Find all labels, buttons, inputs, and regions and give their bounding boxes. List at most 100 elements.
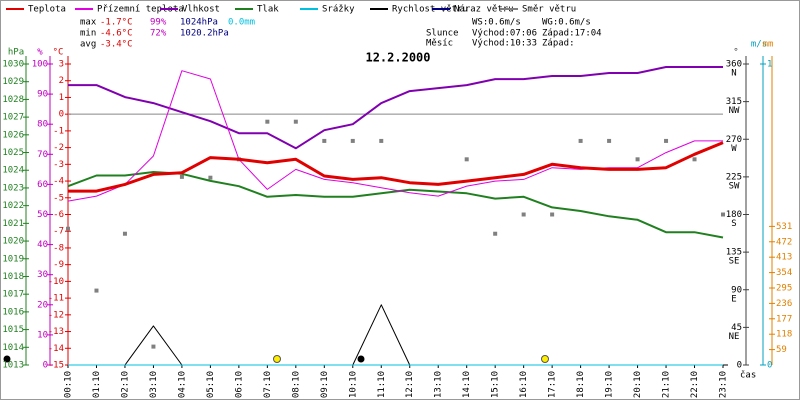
tick-label: -11 (48, 294, 64, 304)
x-tick-label: 02:10 (120, 371, 130, 398)
x-tick-label: 21:10 (662, 371, 672, 398)
tick-label: 1 (767, 60, 772, 70)
direction-marker (578, 138, 583, 143)
x-tick-label: 20:10 (633, 371, 643, 398)
tick-label: 30 (37, 270, 48, 280)
stat-value: 1024hPa (180, 18, 218, 28)
tick-label: 1025 (2, 148, 24, 158)
stat-value: 0.0mm (228, 18, 255, 28)
tick-label: 1015 (2, 325, 24, 335)
direction-marker (293, 119, 298, 124)
tick-label: -5 (53, 193, 64, 203)
tick-label: 1013 (2, 361, 24, 371)
direction-marker (208, 175, 213, 180)
direction-marker (66, 226, 70, 231)
legend-label: Směr větru (522, 5, 576, 15)
sunset-icon (541, 355, 549, 363)
direction-marker (179, 174, 184, 179)
x-tick-label: 08:10 (291, 371, 301, 398)
tick-label: 270 (726, 135, 742, 145)
tick-label: 1026 (2, 130, 24, 140)
tick-label: -9 (53, 260, 64, 270)
direction-marker (379, 138, 384, 143)
stat-label: max (80, 18, 97, 28)
tick-label: -12 (48, 310, 64, 320)
tick-label: -3 (53, 160, 64, 170)
direction-marker (521, 212, 526, 217)
legend-label: Náraz větru (454, 5, 514, 15)
direction-marker (664, 138, 669, 143)
tick-direction-label: SW (729, 181, 740, 191)
tick-label: 45 (731, 323, 742, 333)
tick-label: -8 (53, 243, 64, 253)
tick-label: 1 (59, 93, 64, 103)
tick-label: -7 (53, 227, 64, 237)
x-tick-label: 17:10 (548, 371, 558, 398)
tick-label: 0 (767, 361, 772, 371)
axis-title: °C (53, 48, 64, 58)
tick-label: -14 (48, 344, 64, 354)
tick-label: 1022 (2, 201, 24, 211)
tick-label: 315 (726, 97, 742, 107)
x-tick-label: 19:10 (605, 371, 615, 398)
tick-label: 59 (776, 345, 787, 355)
tick-label: 295 (776, 283, 792, 293)
direction-marker (94, 288, 99, 293)
tick-direction-label: NW (729, 106, 740, 116)
x-tick-label: 18:10 (576, 371, 586, 398)
tick-label: 10 (37, 330, 48, 340)
stat-value: 1020.2hPa (180, 29, 229, 39)
tick-label: 3 (59, 60, 64, 70)
x-tick-label: 22:10 (690, 371, 700, 398)
sunrise-icon (273, 355, 281, 363)
stat-label: avg (80, 40, 96, 50)
x-tick-label: 11:10 (377, 371, 387, 398)
chart-title: 12.2.2000 (365, 51, 430, 65)
legend-label: Přízemní teplota (97, 5, 184, 15)
moon-icon (3, 355, 11, 363)
info-moon-set: Západ: (542, 39, 575, 49)
x-axis-label: čas (740, 370, 756, 381)
axis-title: hPa (8, 48, 24, 58)
tick-label: 413 (776, 253, 792, 263)
info-wg: WG:0.6m/s (542, 18, 591, 28)
tick-label: 100 (32, 60, 48, 70)
tick-label: 0 (43, 361, 48, 371)
info-sun-rise: Východ:07:06 (472, 29, 537, 39)
direction-marker (122, 231, 127, 236)
stat-value: -3.4°C (100, 40, 133, 50)
tick-label: 20 (37, 300, 48, 310)
info-ws: WS:0.6m/s (472, 18, 521, 28)
x-tick-label: 04:10 (177, 371, 187, 398)
tick-label: 1019 (2, 254, 24, 264)
tick-label: 236 (776, 299, 792, 309)
x-tick-label: 10:10 (348, 371, 358, 398)
direction-marker (151, 344, 156, 349)
legend-label: Rychlost větru (392, 5, 468, 15)
x-tick-label: 14:10 (462, 371, 472, 398)
info-moon: Měsíc (426, 39, 453, 49)
tick-label: 360 (726, 60, 742, 70)
tick-label: 1029 (2, 77, 24, 87)
tick-label: 1030 (2, 60, 24, 70)
tick-direction-label: SE (729, 257, 740, 267)
direction-marker (635, 157, 640, 162)
tick-label: 1018 (2, 272, 24, 282)
tick-label: 0 (59, 110, 64, 120)
tick-label: 70 (37, 150, 48, 160)
tick-direction-label: S (731, 219, 736, 229)
stat-value: 72% (150, 29, 167, 39)
series-line (68, 141, 724, 193)
x-tick-label: 12:10 (405, 371, 415, 398)
legend-label: Srážky (322, 5, 355, 15)
moonrise-icon (357, 355, 365, 363)
x-tick-label: 09:10 (320, 371, 330, 398)
tick-label: 1028 (2, 95, 24, 105)
x-tick-label: 03:10 (149, 371, 159, 398)
axis-title: mm (763, 40, 774, 50)
tick-direction-label: E (731, 294, 736, 304)
tick-label: 177 (776, 314, 792, 324)
tick-direction-label: N (731, 69, 736, 79)
info-moon-rise: Východ:10:33 (472, 39, 537, 49)
series-line (67, 70, 723, 202)
